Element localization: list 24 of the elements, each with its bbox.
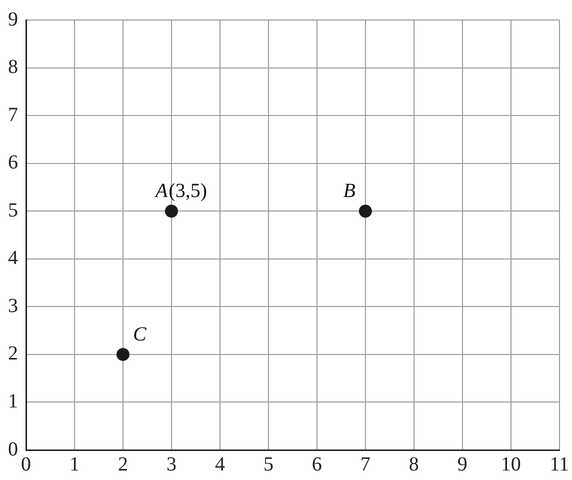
y-tick-label: 7 — [8, 104, 18, 126]
annotation: C — [132, 323, 147, 346]
x-tick-label: 9 — [457, 453, 468, 476]
y-tick-label: 4 — [8, 247, 18, 270]
x-tick-label: 2 — [118, 453, 128, 476]
annotation: A(3,5) — [153, 180, 208, 202]
y-tick-label: 9 — [8, 8, 18, 30]
x-tick-label: 10 — [500, 453, 521, 476]
x-tick-label: 3 — [166, 453, 176, 476]
x-tick-label: 8 — [408, 453, 419, 476]
y-tick-label: 5 — [8, 199, 18, 222]
y-tick-label: 2 — [8, 342, 18, 365]
x-tick-label: 4 — [214, 453, 225, 476]
x-tick-label: 6 — [312, 453, 322, 476]
annotation: B — [343, 180, 356, 202]
x-tick-label: 11 — [550, 453, 570, 476]
x-tick-label: 7 — [360, 453, 370, 476]
x-tick-label: 5 — [263, 453, 274, 476]
y-tick-label: 1 — [8, 390, 18, 412]
y-tick-label: 6 — [8, 152, 18, 174]
y-tick-label: 3 — [8, 294, 18, 317]
y-tick-label: 0 — [8, 438, 18, 460]
y-tick-label: 8 — [8, 56, 18, 78]
x-tick-label: 1 — [69, 453, 80, 476]
